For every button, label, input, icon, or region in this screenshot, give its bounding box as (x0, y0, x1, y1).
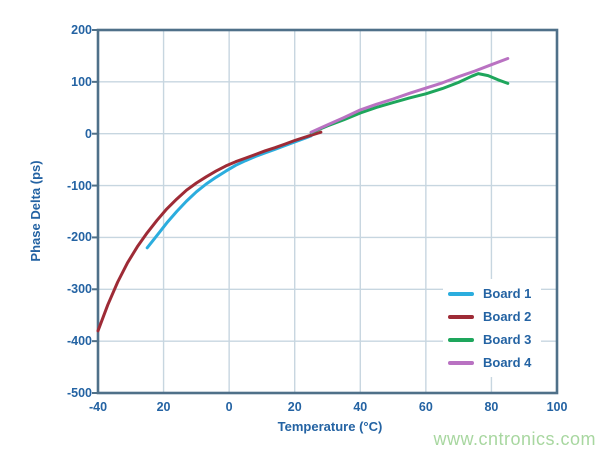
series-line-board-4 (309, 57, 510, 134)
x-axis-title: Temperature (°C) (277, 419, 383, 434)
x-tick-label: 20 (156, 400, 171, 414)
x-tick-label: -40 (88, 400, 108, 414)
series-line-board-3 (309, 72, 510, 135)
x-tick-label: 80 (484, 400, 499, 414)
legend-label-board-4: Board 4 (483, 355, 532, 370)
watermark: www.cntronics.com (433, 429, 596, 449)
legend: Board 1 Board 2 Board 3 Board 4 (443, 279, 542, 377)
y-tick-label: 100 (71, 74, 92, 89)
y-tick-label: -500 (66, 386, 92, 400)
legend-swatch-board-2 (448, 314, 474, 319)
y-axis-title: Phase Delta (ps) (28, 160, 43, 262)
series-line-board-2 (96, 130, 323, 333)
y-tick-label: 0 (85, 126, 92, 141)
legend-swatch-board-1 (448, 291, 474, 296)
legend-item-board-1: Board 1 (448, 282, 531, 305)
y-tick-label: -400 (66, 334, 92, 349)
legend-item-board-3: Board 3 (448, 328, 531, 351)
legend-item-board-4: Board 4 (448, 351, 531, 374)
legend-swatch-board-3 (448, 337, 474, 342)
legend-label-board-3: Board 3 (483, 332, 532, 347)
legend-swatch-board-4 (448, 360, 474, 365)
x-tick-label: 60 (418, 400, 433, 414)
x-tick-label: 20 (287, 400, 302, 414)
legend-item-board-2: Board 2 (448, 305, 531, 328)
x-tick-label: 0 (225, 400, 233, 414)
y-tick-label: -100 (66, 178, 92, 193)
x-tick-label: 100 (546, 400, 568, 414)
legend-label-board-2: Board 2 (483, 309, 532, 324)
x-tick-label: 40 (353, 400, 368, 414)
y-tick-label: -200 (66, 230, 92, 245)
y-tick-label: 200 (71, 23, 92, 37)
y-tick-label: -300 (66, 282, 92, 297)
legend-label-board-1: Board 1 (483, 286, 532, 301)
plot-frame (96, 28, 559, 395)
